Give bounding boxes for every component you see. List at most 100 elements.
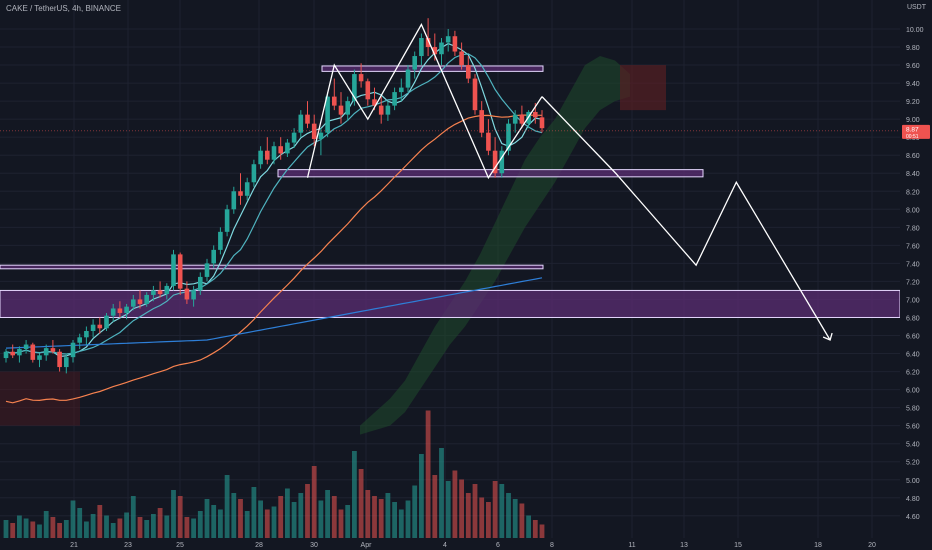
candle-body <box>231 191 237 210</box>
ma-slow <box>5 114 543 404</box>
volume-bar <box>345 505 351 538</box>
candle-body <box>157 290 163 295</box>
x-tick-label: Apr <box>361 542 373 549</box>
y-tick-label: 5.40 <box>906 442 920 449</box>
candle-body <box>533 111 538 118</box>
pattern-lines <box>0 23 900 341</box>
x-tick-label: 18 <box>814 542 822 549</box>
candle-body <box>405 69 411 88</box>
candle-body <box>439 42 444 55</box>
ma-mid <box>5 53 543 355</box>
candle-body <box>64 357 69 368</box>
volume-bar <box>3 520 9 538</box>
candle-body <box>472 78 478 111</box>
head-shoulders-line <box>306 23 543 180</box>
volume-bar <box>432 475 438 538</box>
zone-neckline <box>277 169 704 178</box>
x-tick-label: 25 <box>176 542 184 549</box>
candle-body <box>198 276 203 291</box>
candle-body <box>412 56 417 70</box>
x-tick-label: 21 <box>70 542 78 549</box>
volume-bar <box>492 481 498 538</box>
volume-bar <box>412 485 418 538</box>
volume-bar <box>425 410 431 538</box>
zone-mid-support <box>0 264 544 270</box>
volume-bar <box>23 518 29 538</box>
x-tick-label: 30 <box>310 542 318 549</box>
candle-body <box>177 254 183 289</box>
x-tick-label: 28 <box>255 542 263 549</box>
projection-arrowhead <box>822 332 833 341</box>
candle-body <box>419 38 424 57</box>
y-tick-label: 9.60 <box>906 63 920 70</box>
volume-bar <box>385 493 391 538</box>
zone-upper-resistance <box>321 65 544 72</box>
x-tick-label: 13 <box>680 542 688 549</box>
x-tick-label: 11 <box>628 542 635 549</box>
candle-body <box>486 132 491 151</box>
candle-body <box>218 231 223 250</box>
candle-body <box>37 355 42 360</box>
volume-bar <box>151 514 156 538</box>
x-tick-label: 4 <box>443 542 447 549</box>
volume-bar <box>285 488 290 538</box>
volume-bar <box>311 466 317 538</box>
moving-averages <box>5 42 543 404</box>
candle-body <box>432 47 438 55</box>
volume-bar <box>144 520 150 538</box>
volume-bar <box>298 493 304 538</box>
x-tick-label: 15 <box>734 542 742 549</box>
volume-bar <box>539 524 545 538</box>
candle-body <box>77 337 82 343</box>
candle-body <box>124 306 129 313</box>
candle-body <box>131 299 136 307</box>
volume-bar <box>459 479 464 538</box>
volume-bar <box>10 523 16 538</box>
candle-body <box>452 36 458 52</box>
volume-bar <box>117 518 123 538</box>
volume-bar <box>244 511 250 538</box>
y-tick-label: 9.40 <box>906 81 920 88</box>
candle-body <box>224 209 230 232</box>
volume-bar <box>405 500 411 538</box>
candle-body <box>338 105 344 115</box>
volume-bar <box>526 515 531 538</box>
volume-bar <box>472 484 478 538</box>
volume-bar <box>486 502 491 538</box>
ichimoku-cloud <box>0 56 666 435</box>
y-tick-label: 6.40 <box>906 352 920 359</box>
volume-bar <box>184 517 190 538</box>
candle-body <box>392 92 397 106</box>
candle-body <box>466 65 471 79</box>
candle-body <box>512 114 518 124</box>
y-tick-label: 7.60 <box>906 243 920 250</box>
y-tick-label: 6.20 <box>906 370 920 377</box>
candle-body <box>365 81 371 100</box>
price-badge-value: 8.87 <box>906 126 919 133</box>
candle-body <box>352 74 357 102</box>
y-tick-label: 7.80 <box>906 225 920 232</box>
price-badge <box>902 124 930 139</box>
currency-label: USDT <box>906 4 926 11</box>
candle-body <box>3 351 9 359</box>
candle-body <box>23 344 29 350</box>
volume-bar <box>305 484 310 538</box>
candle-body <box>479 110 484 133</box>
volume-bar <box>325 490 330 538</box>
candle-body <box>110 308 116 316</box>
y-tick-label: 8.20 <box>906 189 920 196</box>
candle-body <box>238 191 243 196</box>
ma-long <box>5 277 543 349</box>
volume-bar <box>479 497 485 538</box>
volume-bar <box>90 514 96 538</box>
volume-bar <box>372 496 377 538</box>
y-tick-label: 7.40 <box>906 261 920 268</box>
candle-body <box>425 38 431 48</box>
y-tick-label: 6.80 <box>906 315 920 322</box>
volume-bar <box>84 521 89 538</box>
candle-body <box>271 146 277 160</box>
x-tick-label: 6 <box>496 542 500 549</box>
candle-body <box>43 348 49 356</box>
candle-body <box>90 324 96 332</box>
